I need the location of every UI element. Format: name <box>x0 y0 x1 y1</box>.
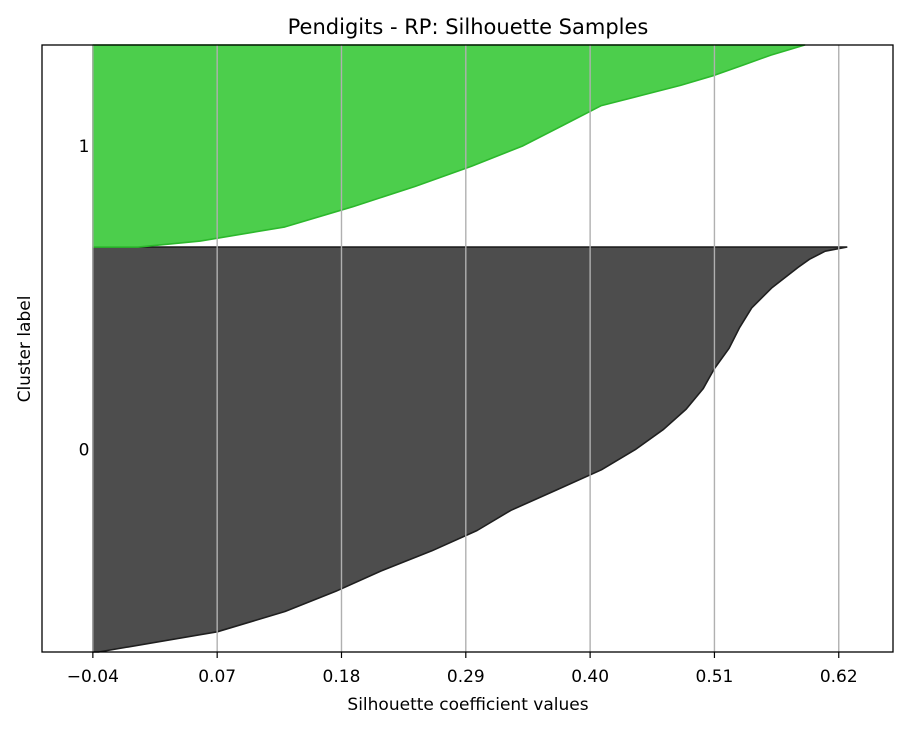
y-axis-label: Cluster label <box>15 296 35 403</box>
x-tick-label: 0.40 <box>571 667 609 687</box>
cluster-label-0: 0 <box>79 441 90 461</box>
chart-title: Pendigits - RP: Silhouette Samples <box>288 15 649 39</box>
x-tick-label: 0.51 <box>696 667 734 687</box>
plot-area <box>92 44 848 653</box>
x-axis: −0.04 0.07 0.18 0.29 0.40 0.51 0.62 <box>67 652 858 687</box>
cluster-labels: 01 <box>79 137 90 461</box>
x-tick-label: 0.62 <box>820 667 858 687</box>
x-tick-label: 0.18 <box>323 667 361 687</box>
cluster-label-1: 1 <box>79 137 90 157</box>
x-tick-label: −0.04 <box>67 667 119 687</box>
silhouette-area-cluster-0 <box>92 246 848 653</box>
plot-frame <box>41 44 894 653</box>
x-tick-label: 0.29 <box>447 667 485 687</box>
x-axis-label: Silhouette coefficient values <box>347 695 588 715</box>
x-tick-label: 0.07 <box>198 667 236 687</box>
silhouette-area-cluster-1 <box>92 44 806 248</box>
